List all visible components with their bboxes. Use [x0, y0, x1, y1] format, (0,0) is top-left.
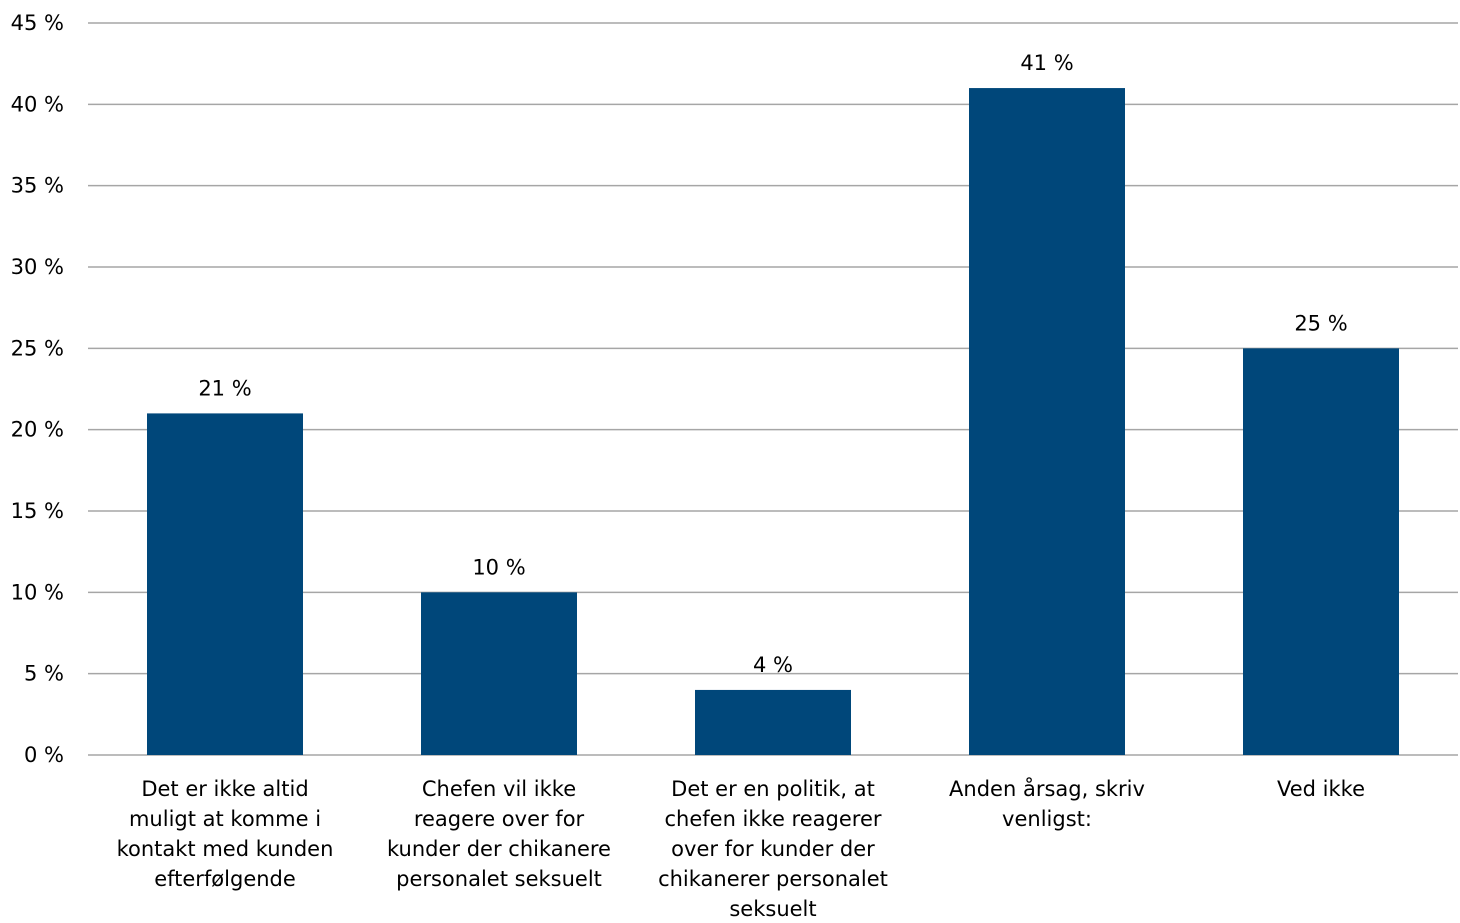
data-label: 21 %	[198, 376, 251, 400]
y-tick-label: 10 %	[11, 580, 64, 604]
y-tick-label: 40 %	[11, 92, 64, 116]
category-label-line: over for kunder der	[671, 837, 875, 861]
bar	[147, 413, 303, 755]
category-label-line: personalet seksuelt	[396, 867, 602, 891]
category-label: Anden årsag, skriv venligst:	[949, 776, 1145, 831]
category-label-line: venligst:	[1002, 807, 1092, 831]
category-label-line: muligt at komme i	[129, 807, 321, 831]
y-tick-label: 35 %	[11, 174, 64, 198]
data-labels: 21 % 10 % 4 % 41 % 25 %	[198, 51, 1347, 677]
bar	[969, 88, 1125, 756]
y-tick-label: 25 %	[11, 336, 64, 360]
y-tick-label: 45 %	[11, 11, 64, 35]
data-label: 10 %	[472, 555, 525, 579]
category-label-line: Chefen vil ikke	[422, 777, 576, 801]
category-label-line: Det er ikke altid	[141, 777, 308, 801]
category-label-line: Ved ikke	[1277, 777, 1365, 801]
bar	[421, 592, 577, 755]
category-label-line: seksuelt	[729, 897, 816, 921]
gridlines	[88, 22, 1458, 756]
category-label: Chefen vil ikke reagere over for kunder de…	[387, 777, 611, 891]
y-tick-label: 15 %	[11, 499, 64, 523]
data-label: 4 %	[753, 653, 793, 677]
category-label-line: kontakt med kunden	[117, 837, 334, 861]
category-label-line: Anden årsag, skriv	[949, 776, 1145, 801]
x-axis-categories: Det er ikke altid muligt at komme i kontak…	[117, 776, 1365, 921]
y-tick-label: 0 %	[24, 743, 64, 767]
category-label-line: efterfølgende	[154, 867, 296, 891]
y-tick-label: 5 %	[24, 662, 64, 686]
category-label-line: reagere over for	[414, 807, 585, 831]
bars	[147, 88, 1399, 756]
bar	[695, 689, 851, 755]
bar	[1243, 348, 1399, 755]
category-label-line: chefen ikke reagerer	[664, 807, 881, 831]
data-label: 25 %	[1294, 311, 1347, 335]
category-label-line: Det er en politik, at	[671, 777, 875, 801]
data-label: 41 %	[1020, 51, 1073, 75]
category-label: Det er en politik, at chefen ikke reagere…	[658, 777, 888, 921]
category-label-line: chikanerer personalet	[658, 867, 888, 891]
y-tick-label: 20 %	[11, 418, 64, 442]
category-label: Ved ikke	[1277, 777, 1365, 801]
category-label-line: kunder der chikanere	[387, 837, 611, 861]
y-tick-label: 30 %	[11, 255, 64, 279]
category-label: Det er ikke altid muligt at komme i kontak…	[117, 777, 334, 891]
y-axis-ticks: 0 % 5 % 10 % 15 % 20 % 25 % 30 % 35 % 40 % 45 %	[11, 11, 64, 767]
